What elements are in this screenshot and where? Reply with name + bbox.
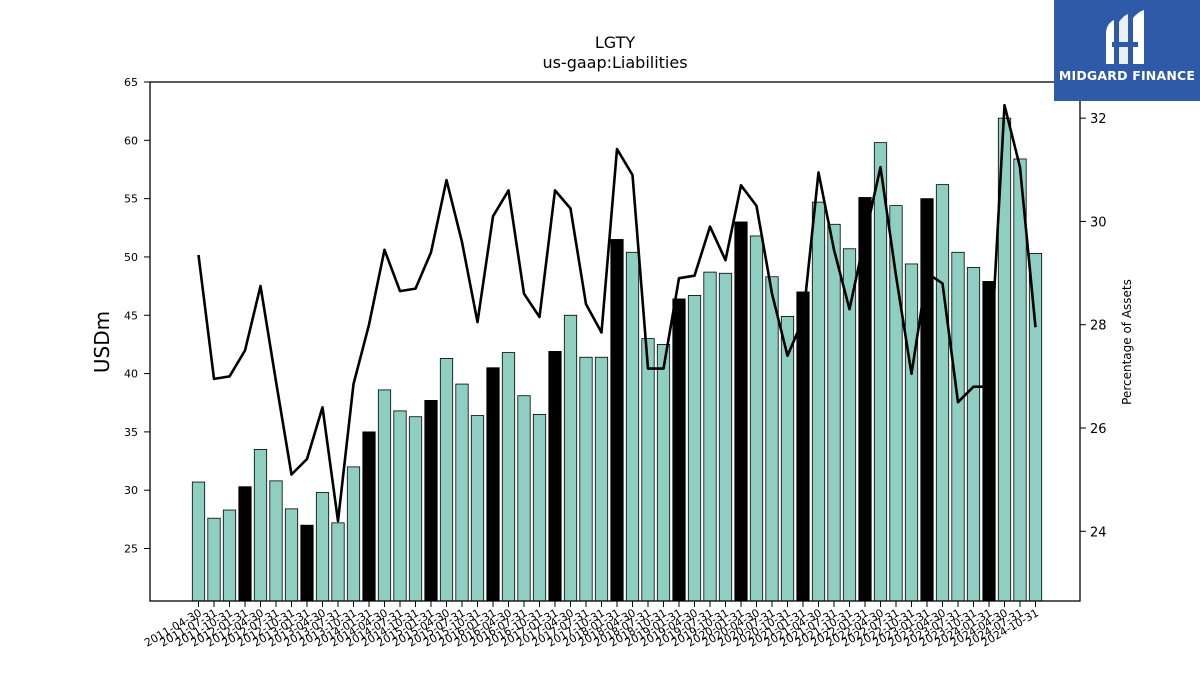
bar: [222, 509, 237, 602]
bar: [207, 517, 221, 602]
bar: [904, 263, 919, 602]
bar: [827, 223, 841, 602]
bar: [563, 314, 578, 602]
bar: [811, 201, 826, 602]
bar: [920, 198, 934, 602]
bar: [796, 291, 810, 602]
bar: [238, 486, 252, 602]
bar: [300, 524, 314, 602]
y2-tick-label: 26: [1090, 422, 1107, 437]
bar: [672, 298, 686, 602]
line-series: [197, 103, 1037, 523]
bar: [610, 239, 624, 602]
bar: [703, 271, 717, 602]
bar: [331, 522, 345, 602]
bar: [718, 272, 733, 602]
chart-title: LGTY: [595, 33, 636, 52]
bar: [935, 184, 950, 602]
y2-tick-label: 28: [1090, 319, 1107, 334]
bar: [269, 480, 283, 602]
bar: [656, 344, 671, 602]
bar: [548, 351, 562, 602]
bar: [966, 267, 981, 602]
bar: [889, 205, 903, 602]
bar: [501, 352, 516, 602]
axes: 25303540455055606524262830322011-04-3020…: [124, 76, 1107, 650]
bar: [579, 356, 593, 602]
bar: [284, 508, 299, 602]
bar: [346, 466, 361, 602]
y2-tick-label: 24: [1090, 525, 1107, 540]
bar: [455, 383, 469, 602]
bar: [625, 251, 640, 602]
y-tick-label: 40: [124, 368, 138, 381]
bar: [749, 235, 764, 602]
bar: [842, 248, 857, 602]
y-tick-label: 50: [124, 251, 138, 264]
bar: [734, 221, 748, 602]
bar: [780, 316, 795, 602]
bar: [765, 276, 779, 602]
bar: [377, 389, 392, 602]
bar: [951, 251, 965, 602]
chart-subtitle: us-gaap:Liabilities: [542, 53, 687, 72]
y-tick-label: 25: [124, 543, 138, 556]
y-tick-label: 60: [124, 134, 138, 147]
bar: [439, 358, 454, 602]
bar: [873, 142, 888, 602]
bar: [470, 415, 485, 602]
bar: [424, 399, 438, 602]
bar: [486, 367, 500, 602]
bar: [362, 431, 376, 602]
brand-logo: MIDGARD FINANCE: [1054, 0, 1200, 101]
logo-mark-icon: [1106, 10, 1144, 64]
y2-tick-label: 32: [1090, 112, 1107, 127]
bar: [1028, 253, 1043, 602]
plot-frame: [149, 81, 1081, 602]
y-tick-label: 30: [124, 484, 138, 497]
y2-tick-label: 30: [1090, 215, 1107, 230]
y2-axis-label: Percentage of Assets: [1120, 279, 1134, 405]
y-tick-label: 45: [124, 309, 138, 322]
bar: [641, 338, 655, 602]
bar: [253, 448, 268, 602]
bar: [191, 481, 206, 602]
bar: [393, 410, 407, 602]
y-tick-label: 65: [124, 76, 138, 89]
y-axis-label: USDm: [90, 311, 114, 373]
bar: [687, 295, 702, 602]
bar: [408, 416, 423, 602]
brand-name: MIDGARD FINANCE: [1058, 68, 1196, 83]
bar: [594, 356, 609, 602]
bar: [532, 413, 547, 602]
bar: [517, 395, 531, 602]
bar: [315, 492, 330, 602]
percentage-line: [197, 103, 1037, 523]
y-tick-label: 35: [124, 426, 138, 439]
y-tick-label: 55: [124, 193, 138, 206]
